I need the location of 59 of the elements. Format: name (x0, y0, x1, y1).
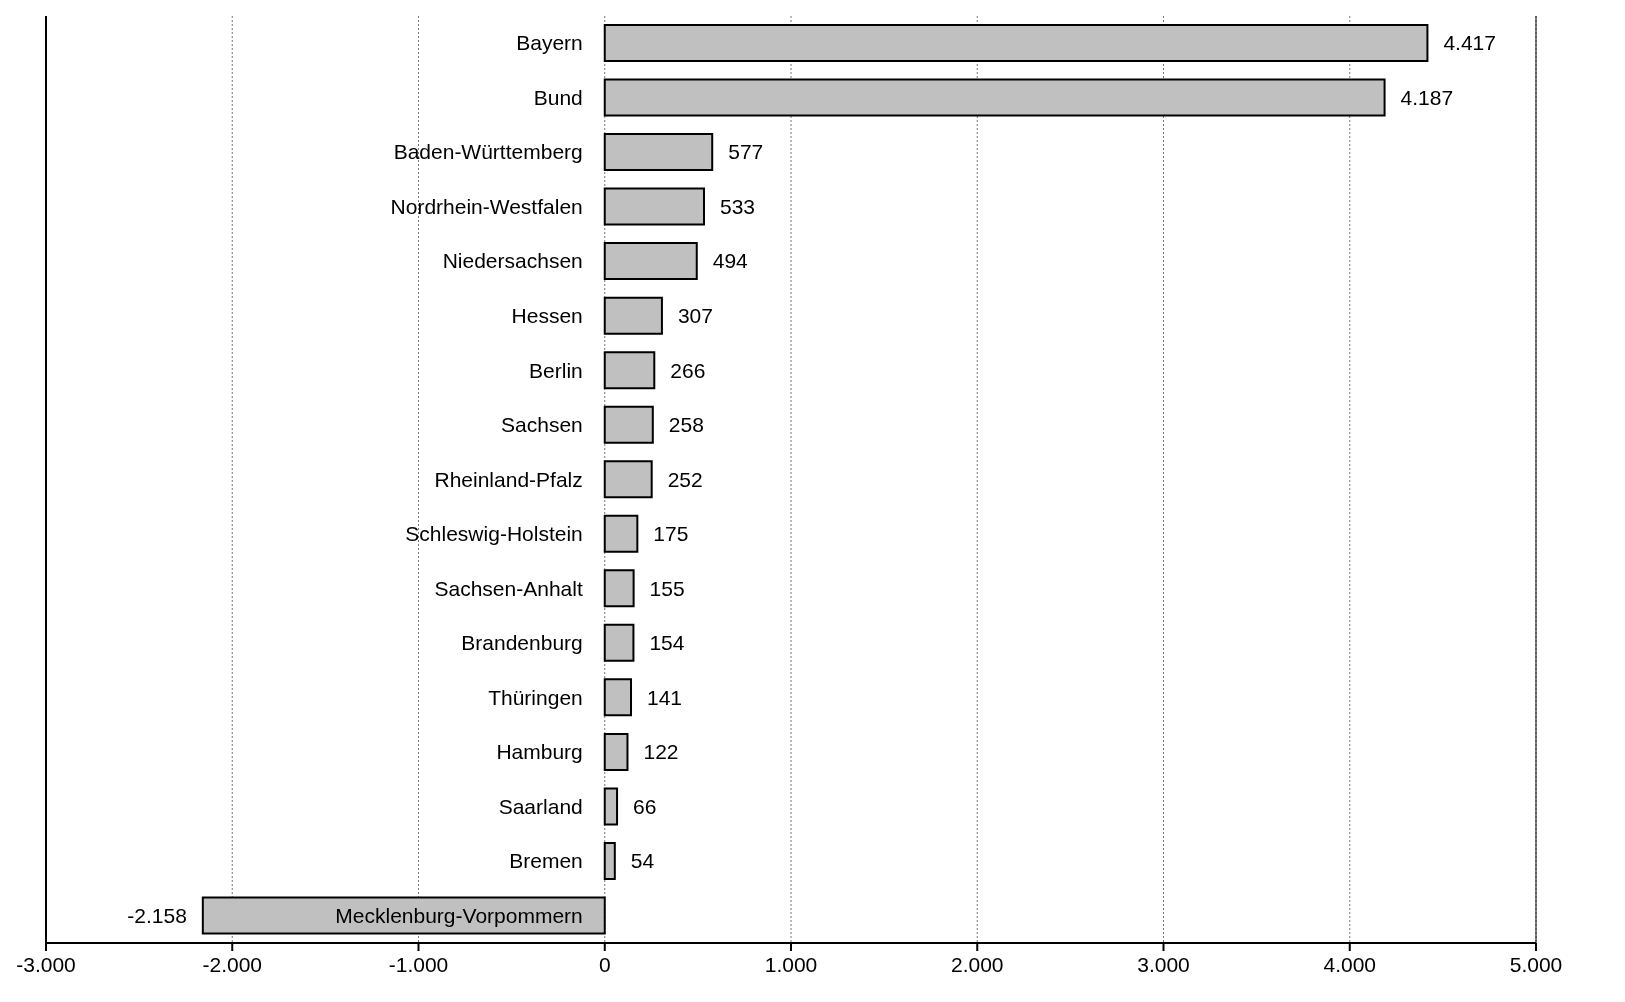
bar (603, 787, 619, 826)
bar (603, 678, 633, 717)
data-label: 533 (720, 194, 756, 218)
y-tick-label: Sachsen-Anhalt (434, 576, 583, 600)
bar (603, 296, 663, 335)
y-tick-label: Bayern (516, 31, 583, 55)
x-tick-label: 0 (598, 952, 611, 976)
y-tick-label: Hessen (511, 304, 583, 327)
bar (603, 841, 616, 880)
bar (603, 514, 639, 553)
y-tick-label: Mecklenburg-Vorpommern (335, 903, 583, 927)
y-tick-label: Niedersachsen (442, 249, 583, 273)
data-label: 4.187 (1400, 85, 1454, 109)
x-tick-label: 1.000 (764, 952, 818, 976)
data-label: 494 (712, 249, 749, 273)
y-tick-label: Hamburg (496, 740, 583, 764)
bar (603, 187, 706, 226)
x-tick-label: 4.000 (1323, 952, 1377, 976)
data-label: 66 (633, 794, 657, 818)
x-tick-label: -3.000 (16, 952, 76, 976)
x-tick-label: 2.000 (950, 952, 1004, 976)
bar (603, 460, 653, 499)
bar (603, 351, 656, 390)
data-label: 4.417 (1443, 31, 1496, 55)
data-label: -2.158 (127, 903, 187, 927)
y-tick-label: Baden-Württemberg (393, 140, 583, 164)
data-label: 266 (670, 358, 706, 382)
data-label: 54 (630, 849, 655, 873)
bar (603, 133, 714, 172)
bar (603, 78, 1386, 117)
bar (603, 242, 698, 281)
data-label: 175 (653, 522, 689, 546)
y-tick-label: Sachsen (501, 413, 583, 437)
x-tick-label: -2.000 (202, 952, 263, 976)
data-label: 252 (667, 467, 703, 491)
x-tick-label: 5.000 (1509, 952, 1563, 976)
bar (603, 732, 629, 771)
y-tick-label: Berlin (529, 358, 583, 382)
data-label: 577 (728, 140, 764, 164)
y-tick-label: Brandenburg (461, 631, 583, 655)
data-label: 155 (649, 576, 685, 600)
y-tick-label: Schleswig-Holstein (405, 522, 583, 546)
data-label: 258 (668, 413, 704, 437)
x-tick-label: -1.000 (388, 952, 449, 976)
bar (603, 405, 654, 444)
bar (603, 24, 1429, 62)
data-label: 141 (647, 685, 683, 709)
y-tick-label: Bremen (509, 849, 583, 873)
data-label: 307 (677, 304, 713, 327)
y-tick-label: Thüringen (488, 685, 583, 709)
y-tick-label: Bund (533, 85, 583, 109)
data-label: 122 (643, 740, 679, 764)
data-label: 154 (649, 631, 685, 655)
y-tick-label: Nordrhein-Westfalen (390, 194, 583, 218)
x-tick-label: 3.000 (1137, 952, 1190, 976)
bar (603, 623, 635, 662)
bar (603, 569, 635, 608)
y-tick-label: Rheinland-Pfalz (434, 467, 583, 491)
y-tick-label: Saarland (498, 794, 583, 818)
